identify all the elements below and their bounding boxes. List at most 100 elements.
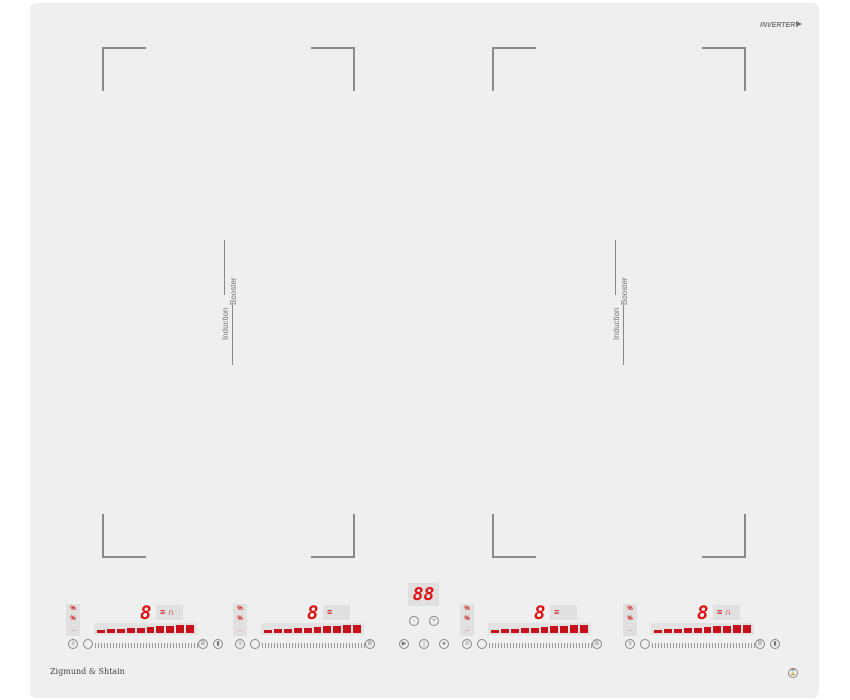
power-bar-segment	[500, 629, 509, 633]
level-mark: %	[237, 606, 243, 612]
power-bar-segment	[663, 629, 672, 633]
booster-button[interactable]: B	[365, 639, 375, 649]
pause-keep-warm-icon[interactable]: ⌛	[788, 668, 798, 678]
power-bar-segment	[673, 628, 682, 633]
booster-button[interactable]: B	[198, 639, 208, 649]
bridge-zone-button[interactable]: ▮	[213, 639, 223, 649]
bridge-zone-button[interactable]: ▮	[770, 639, 780, 649]
zone-corner	[492, 514, 536, 558]
level-mark: %	[464, 606, 470, 612]
power-bar-segment	[560, 625, 569, 633]
power-bar-segment	[293, 628, 302, 633]
zone-timer-icon[interactable]	[83, 639, 93, 649]
power-bar-segment	[303, 627, 312, 633]
power-touch-slider[interactable]	[489, 643, 593, 648]
zone-corner	[702, 514, 746, 558]
zone-timer-icon[interactable]	[477, 639, 487, 649]
power-bar-segment	[743, 624, 752, 633]
power-touch-slider[interactable]	[262, 643, 366, 648]
level-mark: %	[627, 616, 633, 622]
power-bar-segment	[136, 627, 145, 633]
power-bar-segment	[491, 630, 499, 633]
pan-icon[interactable]: ≡	[462, 639, 472, 649]
booster-button[interactable]: B	[755, 639, 765, 649]
zone-corner	[311, 514, 355, 558]
level-mark: _	[465, 626, 469, 632]
power-bar-segment	[733, 625, 742, 633]
pan-icon[interactable]: ≡	[68, 639, 78, 649]
zone-status-display: ≡ ∩	[156, 605, 183, 620]
power-touch-slider[interactable]	[652, 643, 756, 648]
level-mark: _	[238, 626, 242, 632]
power-bar-segment	[156, 626, 165, 633]
play-pause-icon[interactable]: ▶	[399, 639, 409, 649]
power-bar-segment	[186, 624, 195, 633]
power-bar-segment	[520, 628, 529, 633]
power-bar-segment	[693, 627, 702, 633]
power-bar-segment	[510, 628, 519, 633]
level-indicator: %% _	[623, 604, 637, 636]
zone-timer-icon[interactable]	[640, 639, 650, 649]
level-mark: _	[71, 626, 75, 632]
power-level-display: 8	[307, 602, 319, 624]
level-indicator: %% _	[66, 604, 80, 636]
lock-icon[interactable]: ●	[439, 639, 449, 649]
level-mark: %	[627, 606, 633, 612]
level-mark: %	[70, 616, 76, 622]
power-slider-bar[interactable]	[94, 623, 197, 635]
zone-corner	[492, 47, 536, 91]
pan-icon[interactable]: ≡	[235, 639, 245, 649]
zone-status-display: ≡	[550, 605, 577, 620]
zone-corner	[102, 47, 146, 91]
power-bar-segment	[570, 625, 579, 633]
pan-icon[interactable]: ≡	[625, 639, 635, 649]
power-bar-segment	[166, 625, 175, 633]
level-mark: %	[464, 616, 470, 622]
level-mark: _	[628, 626, 632, 632]
timer-plus-button[interactable]: +	[429, 616, 439, 626]
zone-label: Induction	[221, 307, 230, 340]
power-bar-segment	[116, 628, 125, 633]
zone-corner	[311, 47, 355, 91]
power-bar-segment	[97, 630, 105, 633]
level-mark: %	[70, 606, 76, 612]
zone-label: Induction	[612, 307, 621, 340]
zone-corner	[702, 47, 746, 91]
divider	[232, 305, 233, 365]
power-bar-segment	[530, 627, 539, 633]
zone-status-display: ≡	[323, 605, 350, 620]
power-level-display: 8	[534, 602, 546, 624]
power-bar-segment	[703, 627, 712, 633]
divider	[224, 240, 225, 295]
timer-display: 88	[408, 583, 439, 606]
zone-timer-icon[interactable]	[250, 639, 260, 649]
power-bar-segment	[683, 628, 692, 633]
timer-minus-button[interactable]: -	[409, 616, 419, 626]
inverter-badge: INVERTER	[760, 21, 802, 29]
power-slider-bar[interactable]	[261, 623, 364, 635]
power-bar-segment	[106, 629, 115, 633]
power-bar-segment	[313, 627, 322, 633]
zone-label: Booster	[620, 277, 629, 305]
power-slider-bar[interactable]	[488, 623, 591, 635]
power-bar-segment	[126, 628, 135, 633]
power-bar-segment	[323, 626, 332, 633]
power-slider-bar[interactable]	[651, 623, 754, 635]
power-icon[interactable]: |	[419, 639, 429, 649]
power-bar-segment	[713, 626, 722, 633]
power-bar-segment	[580, 624, 589, 633]
power-bar-segment	[273, 629, 282, 633]
cooktop-panel	[30, 3, 819, 698]
zone-corner	[102, 514, 146, 558]
power-bar-segment	[654, 630, 662, 633]
divider	[615, 240, 616, 295]
power-bar-segment	[333, 625, 342, 633]
level-mark: %	[237, 616, 243, 622]
power-touch-slider[interactable]	[95, 643, 199, 648]
level-indicator: %% _	[233, 604, 247, 636]
zone-status-display: ≡ ∩	[713, 605, 740, 620]
power-bar-segment	[550, 626, 559, 633]
power-bar-segment	[343, 625, 352, 633]
booster-button[interactable]: B	[592, 639, 602, 649]
power-bar-segment	[283, 628, 292, 633]
